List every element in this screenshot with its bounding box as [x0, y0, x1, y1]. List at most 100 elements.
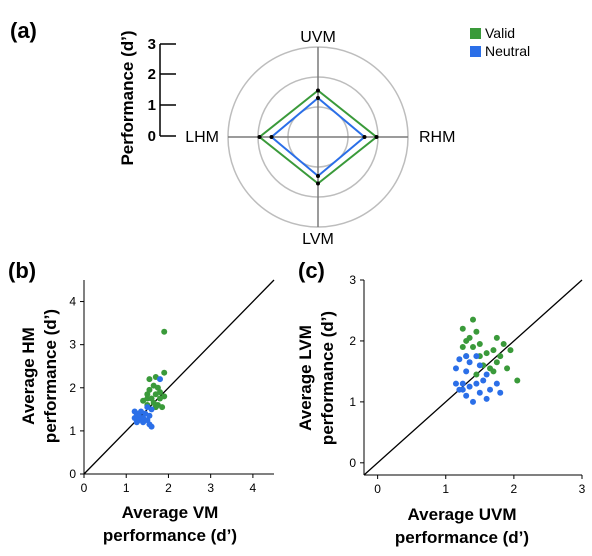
point-c-neutral-8	[452, 380, 459, 387]
point-b-neutral-14	[140, 419, 147, 426]
point-c-neutral-15	[487, 386, 494, 393]
scale-tick-3: 3	[148, 36, 156, 53]
x-tick-label-b-4: 4	[250, 481, 257, 495]
point-c-valid-9	[470, 344, 476, 351]
scale-tick-0: 0	[148, 128, 156, 145]
axis-label-rhm: RHM	[419, 129, 455, 146]
radar-point-valid-rhm	[374, 135, 379, 139]
point-c-neutral-14	[466, 383, 473, 390]
point-b-valid-3	[161, 369, 168, 376]
axis-label-lvm: LVM	[302, 231, 334, 248]
point-c-valid-2	[473, 328, 480, 335]
point-c-valid-6	[476, 340, 483, 347]
point-b-valid-18	[159, 404, 166, 411]
radar-point-neutral-uvm	[316, 96, 320, 100]
point-b-valid-9	[152, 391, 159, 398]
point-c-neutral-10	[473, 380, 480, 387]
plot-c: 0 1 2 3 0 1 2 3	[349, 273, 585, 496]
ylabel-c-line1: Average LVM	[296, 325, 315, 431]
x-tick-label-c-1: 1	[442, 482, 449, 496]
x-tick-label-c-2: 2	[511, 482, 518, 496]
y-tick-label-c-0: 0	[349, 456, 356, 470]
point-c-valid-5	[463, 337, 470, 344]
unity-line-b	[83, 279, 275, 475]
radar-point-neutral-lvm	[316, 174, 320, 178]
radar-point-valid-lhm	[257, 135, 262, 139]
point-b-valid-1	[146, 376, 153, 383]
point-c-neutral-17	[497, 389, 504, 396]
xlabel-c-line1: Average UVM	[408, 505, 517, 524]
xlabel-b-line1: Average VM	[122, 503, 219, 522]
point-b-neutral-0	[157, 376, 163, 383]
legend-swatch-neutral	[470, 46, 481, 57]
x-tick-label-c-3: 3	[579, 482, 586, 496]
legend: Valid Neutral	[470, 25, 530, 59]
plot-b: 0 1 2 3 4 0 1 2 3 4	[69, 279, 275, 495]
point-c-neutral-20	[483, 395, 490, 402]
y-tick-label-b-0: 0	[69, 467, 76, 481]
point-c-valid-20	[473, 371, 480, 378]
point-c-valid-11	[507, 347, 514, 354]
point-c-neutral-2	[473, 353, 480, 360]
y-tick-label-c-1: 1	[349, 395, 356, 409]
y-tick-label-b-3: 3	[69, 338, 76, 352]
point-c-valid-16	[493, 359, 500, 366]
legend-label-valid: Valid	[485, 25, 515, 41]
point-c-valid-4	[493, 334, 500, 341]
radar-series	[257, 88, 379, 186]
point-c-neutral-1	[456, 356, 463, 363]
scale-tick-1: 1	[148, 97, 156, 114]
panel-b-scatter: (b) 0 1 2 3 4 0 1 2 3 4 Average VM performance (d…	[8, 258, 275, 545]
point-c-neutral-18	[463, 392, 470, 399]
point-b-valid-13	[157, 395, 163, 402]
point-c-neutral-9	[459, 380, 466, 387]
panel-b-label: (b)	[8, 258, 36, 283]
unity-line-c	[363, 279, 583, 476]
y-tick-label-b-1: 1	[69, 424, 76, 438]
y-tick-label-b-2: 2	[69, 381, 76, 395]
y-tick-label-c-3: 3	[349, 273, 356, 287]
y-tick-label-c-2: 2	[349, 334, 356, 348]
panel-c-label: (c)	[298, 258, 325, 283]
point-b-neutral-2	[148, 406, 155, 413]
x-tick-label-c-0: 0	[374, 482, 381, 496]
axis-label-uvm: UVM	[300, 29, 336, 46]
y-tick-label-b-4: 4	[69, 295, 76, 309]
point-b-valid-14	[140, 397, 147, 404]
legend-swatch-valid	[470, 28, 481, 39]
axis-label-lhm: LHM	[185, 129, 219, 146]
x-tick-label-b-2: 2	[165, 481, 172, 495]
point-c-neutral-11	[480, 377, 487, 384]
point-c-neutral-3	[466, 359, 473, 366]
scale-tick-2: 2	[148, 66, 156, 83]
point-c-neutral-4	[452, 365, 459, 372]
xlabel-c-line2: performance (d’)	[395, 528, 529, 547]
point-b-neutral-13	[133, 419, 140, 426]
point-c-valid-10	[490, 347, 497, 354]
point-b-neutral-16	[148, 423, 155, 430]
point-c-neutral-21	[459, 386, 466, 393]
x-tick-label-b-0: 0	[81, 481, 88, 495]
ylabel-c-line2: performance (d’)	[318, 311, 337, 445]
ylabel-b-line1: Average HM	[19, 327, 38, 425]
point-c-valid-15	[497, 353, 504, 360]
point-c-valid-8	[459, 344, 466, 351]
radar-point-valid-lvm	[316, 181, 320, 186]
point-c-neutral-5	[476, 362, 483, 369]
point-c-neutral-19	[470, 398, 476, 405]
point-c-valid-12	[483, 350, 490, 357]
x-tick-label-b-1: 1	[123, 481, 130, 495]
point-c-neutral-7	[483, 371, 490, 378]
point-b-valid-0	[161, 328, 168, 335]
x-tick-label-b-3: 3	[207, 481, 214, 495]
panel-c-scatter: (c) 0 1 2 3 0 1 2 3 Average UVM performance (d’…	[296, 258, 586, 547]
radar-grid	[227, 46, 409, 228]
point-c-valid-7	[500, 340, 507, 347]
point-c-valid-21	[514, 377, 521, 384]
panel-a-label: (a)	[10, 18, 37, 43]
point-c-neutral-6	[463, 368, 470, 375]
point-c-neutral-16	[476, 389, 483, 396]
ylabel-b-line2: performance (d’)	[41, 309, 60, 443]
point-c-valid-22	[490, 368, 497, 375]
